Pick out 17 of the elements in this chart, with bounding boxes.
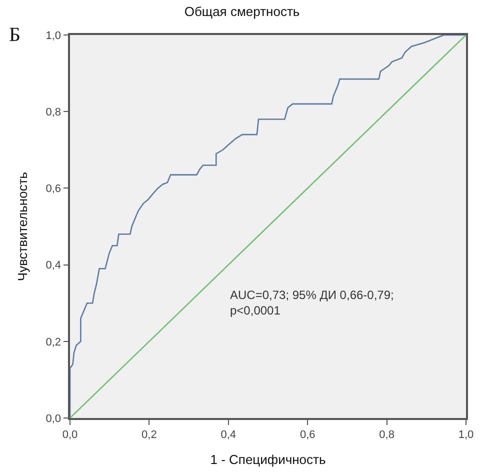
x-tick-label: 0,4 — [220, 428, 236, 441]
x-tick-label: 0,6 — [300, 428, 316, 441]
x-tick-label: 0,0 — [62, 428, 78, 441]
chart-title: Общая смертность — [184, 4, 300, 20]
y-tick-label: 0,2 — [46, 336, 62, 348]
y-tick-label: 0,4 — [46, 260, 62, 272]
y-tick-label: 0,8 — [46, 106, 62, 118]
y-tick-label: 0,0 — [46, 412, 62, 425]
x-tick-label: 1,0 — [458, 428, 474, 441]
x-tick-label: 0,8 — [379, 428, 394, 441]
x-tick-label: 0,2 — [142, 428, 157, 441]
text: Б — [9, 24, 20, 46]
x-axis-title: 1 - Специфичность — [210, 452, 326, 468]
annotation: AUC=0,73; 95% ДИ 0,66-0,79; p<0,0001 — [230, 288, 394, 318]
y-axis-title: Чувствительность — [15, 172, 30, 282]
y-tick-label: 0,6 — [46, 183, 62, 196]
y-tick-label: 1,0 — [46, 30, 62, 42]
